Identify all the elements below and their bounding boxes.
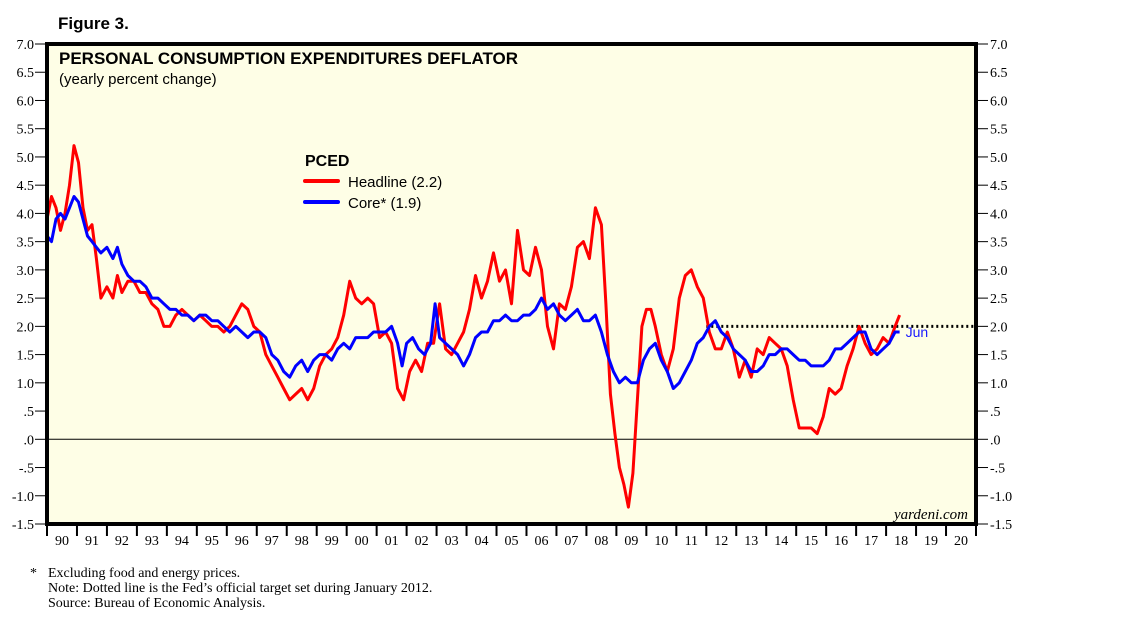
x-tick-label: 05	[505, 534, 519, 549]
y-tick-label-right: 4.5	[990, 179, 1008, 194]
x-tick-label: 96	[235, 534, 249, 549]
x-tick-label: 91	[85, 534, 99, 549]
y-tick-label-left: 2.5	[17, 292, 35, 307]
y-tick-label-right: 3.5	[990, 236, 1008, 251]
x-tick-label: 97	[265, 534, 279, 549]
x-tick-label: 02	[415, 534, 429, 549]
x-tick-label: 16	[834, 534, 848, 549]
x-tick-label: 92	[115, 534, 129, 549]
x-tick-label: 93	[145, 534, 159, 549]
y-tick-label-right: 1.0	[990, 377, 1008, 392]
plot-area	[47, 44, 976, 524]
x-tick-label: 95	[205, 534, 219, 549]
footnote-asterisk: *	[30, 566, 37, 581]
x-tick-label: 13	[744, 534, 758, 549]
y-tick-label-right: 6.0	[990, 94, 1008, 109]
series-line-core	[45, 195, 900, 390]
y-tick-label-right: .0	[990, 433, 1001, 448]
x-tick-label: 99	[325, 534, 339, 549]
y-tick-label-right: -.5	[990, 462, 1005, 477]
x-tick-label: 01	[385, 534, 399, 549]
y-tick-label-left: 3.0	[17, 264, 35, 279]
y-tick-label-left: 4.0	[17, 207, 35, 222]
x-tick-label: 19	[924, 534, 938, 549]
y-axis-right: 7.0 6.5 6.0 5.5 5.0 4.5 4.0 3.5 3.0 2.5 2.0 1.5 1.0.…	[976, 38, 1012, 533]
y-tick-label-left: -1.5	[12, 518, 34, 533]
x-tick-label: 10	[654, 534, 668, 549]
x-tick-label: 12	[714, 534, 728, 549]
x-tick-label: 11	[685, 534, 698, 549]
series-lines	[45, 144, 901, 509]
end-date-annotation: Jun	[906, 324, 929, 340]
y-tick-label-right: 1.5	[990, 349, 1008, 364]
y-tick-label-left: 5.5	[17, 123, 35, 138]
y-tick-label-left: 6.5	[17, 66, 35, 81]
y-tick-label-left: 3.5	[17, 236, 35, 251]
x-tick-label: 17	[864, 534, 878, 549]
legend-title: PCED	[305, 153, 349, 170]
y-tick-label-right: 3.0	[990, 264, 1008, 279]
y-tick-label-right: 6.5	[990, 66, 1008, 81]
chart-subtitle: (yearly percent change)	[59, 71, 217, 88]
x-axis: 90 91 92 93 94 95 96 97 98 99 00 01 02 03 04 05 06 07 08 09…	[46, 524, 977, 549]
y-tick-label-left: .0	[24, 433, 35, 448]
x-tick-label: 00	[355, 534, 369, 549]
y-tick-label-right: .5	[990, 405, 1001, 420]
watermark: yardeni.com	[892, 507, 968, 523]
y-tick-label-right: 5.0	[990, 151, 1008, 166]
x-tick-label: 08	[594, 534, 608, 549]
legend: PCED Headline (2.2) Core* (1.9)	[303, 153, 442, 212]
y-tick-label-right: 4.0	[990, 207, 1008, 222]
x-tick-label: 90	[55, 534, 69, 549]
x-tick-label: 15	[804, 534, 818, 549]
y-tick-label-left: 1.5	[17, 349, 35, 364]
y-tick-label-left: 5.0	[17, 151, 35, 166]
x-tick-label: 14	[774, 534, 788, 549]
y-tick-label-left: 4.5	[17, 179, 35, 194]
plot-frame	[45, 42, 978, 526]
x-tick-label: 03	[445, 534, 459, 549]
footnotes: * Excluding food and energy prices. Note…	[30, 566, 432, 611]
footnote-source: Source: Bureau of Economic Analysis.	[48, 596, 266, 611]
y-tick-label-left: 1.0	[17, 377, 35, 392]
x-tick-label: 18	[894, 534, 908, 549]
y-tick-label-right: 2.0	[990, 320, 1008, 335]
y-tick-label-left: -1.0	[12, 490, 34, 505]
y-tick-label-right: -1.5	[990, 518, 1012, 533]
legend-label-core: Core* (1.9)	[348, 195, 421, 212]
x-tick-label: 09	[624, 534, 638, 549]
x-tick-label: 06	[534, 534, 548, 549]
figure-label: Figure 3.	[58, 14, 129, 33]
y-tick-label-left: 2.0	[17, 320, 35, 335]
x-tick-label: 04	[475, 534, 489, 549]
y-tick-label-right: 7.0	[990, 38, 1008, 53]
y-tick-label-left: 6.0	[17, 94, 35, 109]
x-tick-label: 07	[564, 534, 578, 549]
y-tick-label-left: -.5	[19, 462, 34, 477]
y-tick-label-right: 2.5	[990, 292, 1008, 307]
y-axis-left: 7.0 6.5 6.0 5.5 5.0 4.5 4.0 3.5 3.0 2.5 2.0 1.5 1.0.…	[12, 38, 47, 533]
y-tick-label-right: -1.0	[990, 490, 1012, 505]
legend-label-headline: Headline (2.2)	[348, 174, 442, 191]
x-tick-label: 98	[295, 534, 309, 549]
footnote-target-note: Note: Dotted line is the Fed’s official …	[48, 581, 433, 596]
chart-title: PERSONAL CONSUMPTION EXPENDITURES DEFLAT…	[59, 49, 518, 68]
footnote-core-definition: Excluding food and energy prices.	[48, 566, 241, 581]
x-tick-label: 20	[954, 534, 968, 549]
y-tick-label-left: .5	[24, 405, 35, 420]
y-tick-label-left: 7.0	[17, 38, 35, 53]
y-tick-label-right: 5.5	[990, 123, 1008, 138]
x-tick-label: 94	[175, 534, 189, 549]
